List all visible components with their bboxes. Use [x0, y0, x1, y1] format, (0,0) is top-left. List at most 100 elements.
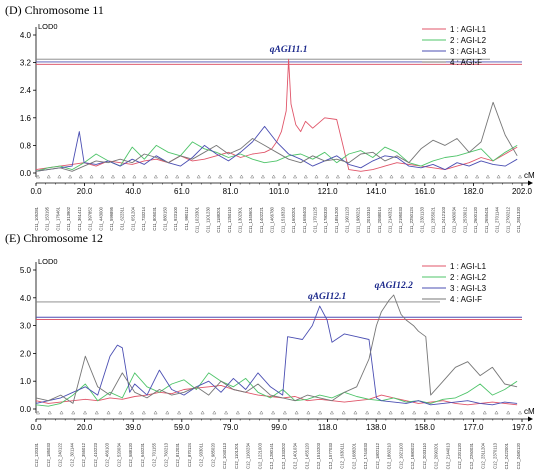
marker-triangle: [341, 410, 346, 415]
marker-name: C12_1101201: [234, 442, 239, 469]
x-axis-unit: cM: [524, 171, 535, 180]
marker-triangle: [250, 174, 255, 179]
legend-entry: 4 : AGI-F: [450, 295, 482, 304]
x-tick-label: 158.0: [415, 423, 436, 432]
marker-name: C11_1980221: [355, 206, 360, 233]
panel-title: (D) Chromosome 11: [5, 3, 104, 17]
x-tick-label: 79.0: [223, 423, 239, 432]
marker-name: C11_1851200: [334, 206, 339, 233]
marker-triangle: [118, 410, 123, 415]
x-axis-arrow: [528, 416, 533, 422]
marker-triangle: [260, 174, 265, 179]
marker-name: C11_2480034: [452, 206, 457, 233]
marker-name: C12_1860210: [387, 442, 392, 469]
marker-triangle: [443, 174, 447, 179]
marker-triangle: [485, 174, 490, 179]
y-tick-label: 0.0: [20, 405, 32, 414]
marker-name: C12_520034: [116, 442, 121, 467]
marker-triangle: [71, 410, 76, 415]
marker-triangle: [59, 410, 64, 415]
marker-triangle: [432, 174, 437, 179]
marker-name: C11_397852: [88, 206, 93, 230]
legend-entry: 3 : AGI-L3: [450, 47, 487, 56]
x-tick-label: 177.0: [463, 423, 484, 432]
marker-name: C11_1101230: [205, 206, 210, 232]
marker-triangle: [212, 410, 217, 415]
marker-triangle: [421, 174, 426, 179]
qtl-label: qAGI11.1: [270, 45, 308, 55]
marker-triangle: [164, 174, 169, 179]
marker-triangle: [464, 174, 469, 179]
marker-triangle: [506, 410, 511, 415]
legend-entry: 2 : AGI-L2: [450, 273, 487, 282]
marker-name: C12_2480120: [516, 442, 521, 469]
marker-triangle: [365, 410, 370, 415]
y-axis-label: LOD0: [38, 22, 58, 31]
marker-name: C11_733214: [141, 206, 146, 230]
marker-triangle: [400, 174, 405, 179]
marker-name: C12_185033: [46, 442, 51, 467]
x-tick-label: 40.0: [125, 187, 141, 196]
marker-triangle: [482, 410, 487, 415]
marker-name: C12_812031: [175, 442, 180, 467]
series-line-agi-l3: [35, 305, 518, 406]
marker-triangle: [46, 174, 51, 179]
legend: 1 : AGI-L1 2 : AGI-L2 3 : AGI-L3 4 : AGI-F: [422, 262, 487, 304]
marker-name: C12_1688201: [351, 442, 356, 469]
marker-name: C12_1455120: [304, 442, 309, 469]
marker-name: C11_599895: [109, 206, 114, 230]
marker-triangle: [36, 174, 40, 179]
marker-name: C11_1023301: [195, 206, 200, 233]
marker-name: C11_105281: [34, 206, 39, 230]
marker-name: C12_588120: [128, 442, 133, 467]
marker-triangle: [518, 410, 522, 415]
marker-name: C12_1577033: [328, 442, 333, 469]
marker-triangle: [424, 410, 428, 415]
x-tick-label: 0.0: [30, 423, 42, 432]
marker-name: C12_1802112: [375, 442, 380, 469]
marker-name: C11_2355021: [430, 206, 435, 233]
marker-name: C12_640231: [140, 442, 145, 467]
y-tick-label: 1.6: [20, 114, 32, 123]
marker-name: C12_1040113: [222, 442, 227, 469]
x-tick-label: 121.0: [318, 187, 339, 196]
marker-name: C11_1345601: [248, 206, 253, 233]
marker-name: C11_361412: [77, 206, 82, 230]
marker-name: C11_443000: [98, 206, 103, 230]
series-line-agi-l2: [35, 141, 518, 172]
marker-labels: C11_105281 C11_153195 C11_176461 C11_313902…: [34, 174, 522, 233]
x-tick-label: 81.0: [223, 187, 239, 196]
legend: 1 : AGI-L1 2 : AGI-L2 3 : AGI-L3 4 : AGI-F: [422, 25, 487, 67]
series-line-agi-l1: [35, 384, 518, 406]
marker-name: C11_313902: [66, 206, 71, 230]
marker-triangle: [471, 410, 475, 415]
marker-triangle: [235, 410, 240, 415]
y-tick-label: 4.0: [20, 294, 32, 303]
marker-triangle: [218, 174, 223, 179]
legend-entry: 4 : AGI-F: [450, 58, 482, 67]
marker-name: C12_466103: [105, 442, 110, 467]
marker-triangle: [410, 174, 415, 179]
marker-triangle: [36, 410, 40, 415]
marker-triangle: [453, 174, 458, 179]
marker-triangle: [68, 174, 73, 179]
y-tick-label: 3.2: [20, 59, 32, 68]
marker-triangle: [282, 174, 287, 179]
marker-name: C11_923100: [173, 206, 178, 230]
marker-name: C12_1221003: [257, 442, 262, 469]
marker-triangle: [200, 410, 205, 415]
marker-triangle: [346, 174, 351, 179]
marker-triangle: [153, 174, 158, 179]
marker-triangle: [271, 174, 276, 179]
marker-triangle: [376, 410, 381, 415]
marker-triangle: [475, 174, 480, 179]
marker-name: C12_2201120: [457, 442, 462, 469]
marker-triangle: [83, 410, 87, 415]
marker-triangle: [130, 410, 134, 415]
marker-triangle: [378, 174, 383, 179]
y-tick-label: 1.0: [20, 377, 32, 386]
marker-triangle: [239, 174, 244, 179]
marker-name: C12_355012: [81, 442, 86, 467]
marker-triangle: [121, 174, 126, 179]
marker-triangle: [165, 410, 170, 415]
